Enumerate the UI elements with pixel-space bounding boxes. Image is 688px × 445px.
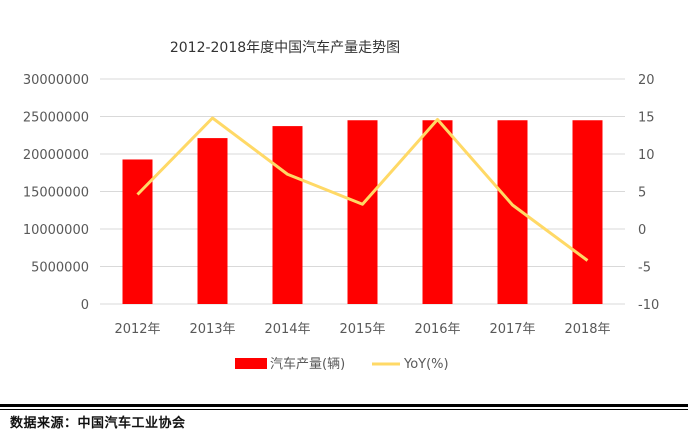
bar bbox=[572, 120, 603, 304]
x-axis-tick: 2017年 bbox=[489, 322, 535, 337]
source-note: 数据来源：中国汽车工业协会 bbox=[10, 416, 186, 431]
left-axis-tick: 25000000 bbox=[23, 111, 89, 126]
left-axis-tick: 15000000 bbox=[23, 186, 89, 201]
legend-bar-label: 汽车产量(辆) bbox=[270, 356, 345, 372]
bar bbox=[422, 120, 453, 304]
x-axis-tick: 2018年 bbox=[564, 322, 610, 337]
x-axis-tick: 2014年 bbox=[264, 322, 310, 337]
left-axis-tick: 30000000 bbox=[23, 73, 89, 88]
chart-title: 2012-2018年度中国汽车产量走势图 bbox=[170, 39, 400, 56]
right-axis-tick: 20 bbox=[638, 73, 655, 88]
x-axis-tick: 2013年 bbox=[189, 322, 235, 337]
chart: 2012-2018年度中国汽车产量走势图 3000000025000000200… bbox=[23, 39, 659, 372]
x-axis-tick: 2012年 bbox=[114, 322, 160, 337]
line-series bbox=[136, 116, 589, 262]
left-axis-ticks: 30000000 25000000 20000000 15000000 10000000… bbox=[23, 73, 89, 313]
x-axis-ticks: 2012年 2013年 2014年 2015年 2016年 2017年 2018年 bbox=[114, 322, 610, 337]
bar bbox=[347, 120, 378, 304]
left-axis-tick: 0 bbox=[81, 298, 89, 313]
x-axis-tick: 2015年 bbox=[339, 322, 385, 337]
legend-line-label: YoY(%) bbox=[403, 357, 449, 372]
right-axis-tick: 0 bbox=[638, 223, 646, 238]
right-axis-ticks: 20 15 10 5 0 -5 -10 bbox=[638, 73, 659, 313]
yoy-line bbox=[136, 116, 589, 262]
divider-thin bbox=[0, 409, 688, 410]
legend-bar-swatch bbox=[235, 358, 267, 369]
bar-series bbox=[122, 120, 603, 304]
divider-thick bbox=[0, 404, 688, 407]
bar bbox=[197, 138, 228, 304]
legend: 汽车产量(辆) YoY(%) bbox=[235, 356, 449, 372]
bar bbox=[122, 159, 153, 304]
left-axis-tick: 5000000 bbox=[31, 261, 89, 276]
right-axis-tick: 5 bbox=[638, 186, 646, 201]
x-axis-tick: 2016年 bbox=[414, 322, 460, 337]
right-axis-tick: -5 bbox=[638, 261, 651, 276]
bar bbox=[272, 126, 303, 304]
right-axis-tick: -10 bbox=[638, 298, 659, 313]
left-axis-tick: 20000000 bbox=[23, 148, 89, 163]
right-axis-tick: 10 bbox=[638, 148, 655, 163]
right-axis-tick: 15 bbox=[638, 111, 655, 126]
left-axis-tick: 10000000 bbox=[23, 223, 89, 238]
